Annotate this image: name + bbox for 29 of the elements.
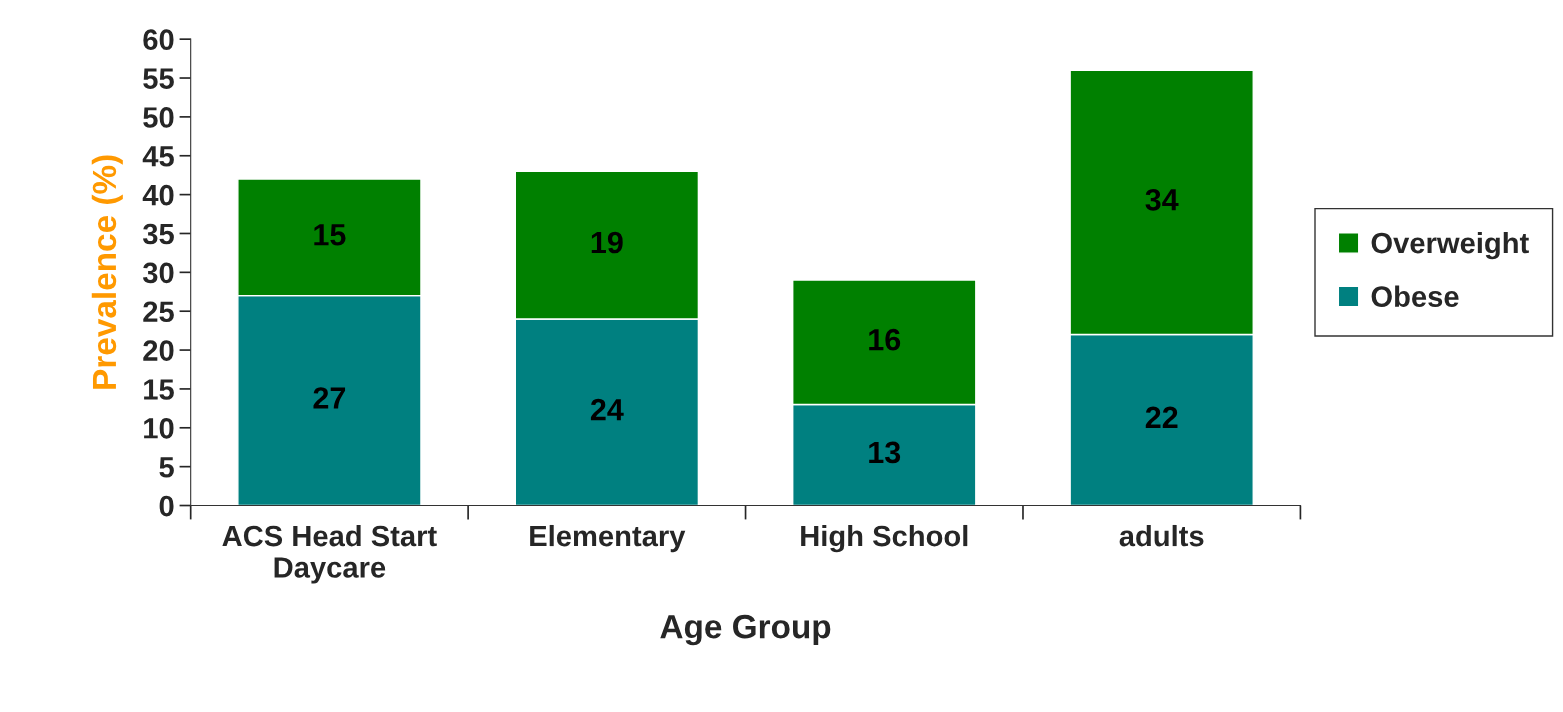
y-axis-title: Prevalence (%) [91,155,123,389]
data-label: 19 [591,231,623,254]
y-tick-label: 0 [159,495,174,517]
data-label: 22 [1145,406,1178,428]
y-tick-label: 10 [144,418,174,439]
y-tick-label: 60 [143,29,174,51]
data-label: 27 [313,387,346,409]
x-tick-label: High School [801,524,968,553]
y-tick-label: 35 [142,223,174,245]
y-tick-label: 15 [144,379,174,400]
legend-label: Overweight [1371,231,1529,260]
y-tick-label: 50 [143,107,174,128]
y-tick-label: 5 [159,457,174,478]
y-tick-label: 45 [142,146,174,167]
x-tick-label: adults [1119,524,1204,547]
y-tick-label: 20 [143,340,174,361]
x-tick-label: Elementary [530,524,686,553]
y-tick-label: 30 [142,262,174,284]
data-label: 34 [1145,188,1179,211]
legend-label: Obese [1371,285,1459,307]
y-tick-label: 55 [143,68,174,89]
data-label: 15 [314,224,346,246]
data-label: 13 [869,441,901,464]
y-tick-label: 40 [142,184,174,206]
data-label: 24 [590,398,624,421]
x-tick-label: ACS Head Start Daycare [222,524,437,584]
x-axis-title: Age Group [660,614,831,646]
y-tick-label: 25 [143,301,174,323]
data-label: 16 [869,328,901,351]
